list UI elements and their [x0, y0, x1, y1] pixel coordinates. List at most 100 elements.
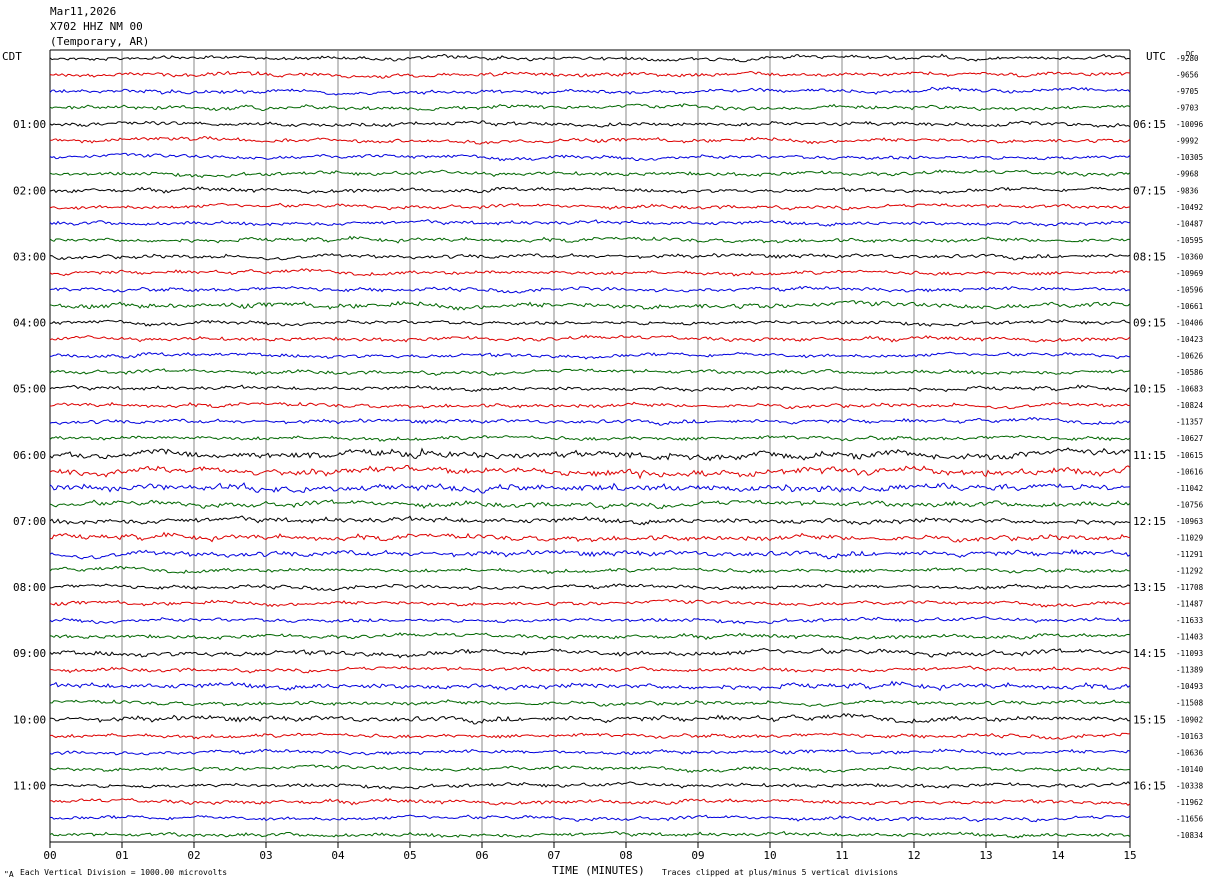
- seismic-trace: [49, 416, 1131, 426]
- right-hour-label: 12:15: [1133, 515, 1166, 528]
- dc-offset-label: -10626: [1176, 352, 1204, 361]
- seismic-trace: [49, 712, 1131, 725]
- minute-gridlines: [49, 49, 1131, 848]
- x-tick-label: 01: [115, 849, 128, 862]
- dc-offset-label: -10902: [1176, 715, 1203, 724]
- dc-offset-label: -11708: [1176, 583, 1204, 592]
- dc-offset-label: -10636: [1176, 748, 1204, 757]
- corner-mark: "A: [4, 870, 14, 879]
- seismic-trace: [49, 748, 1131, 756]
- dc-offset-label: -11029: [1176, 533, 1203, 542]
- x-tick-label: 00: [43, 849, 56, 862]
- seismic-traces: [49, 53, 1131, 839]
- seismic-trace: [49, 797, 1131, 806]
- dc-offset-label: -10596: [1176, 285, 1204, 294]
- dc-offset-label: -10487: [1176, 219, 1203, 228]
- dc-offset-label: -10423: [1176, 335, 1203, 344]
- seismic-trace: [49, 549, 1131, 560]
- seismic-trace: [49, 647, 1131, 659]
- x-tick-label: 03: [259, 849, 272, 862]
- seismic-trace: [49, 632, 1131, 641]
- dc-offset-label: -9656: [1176, 71, 1199, 80]
- left-hour-label: 05:00: [13, 383, 46, 396]
- dc-offset-label: -9280: [1176, 54, 1199, 63]
- right-hour-label: 10:15: [1133, 383, 1166, 396]
- left-hour-label: 09:00: [13, 647, 46, 660]
- dc-offset-label: -10834: [1176, 831, 1204, 840]
- seismic-trace: [50, 665, 1131, 674]
- seismic-trace: [49, 103, 1131, 112]
- seismic-trace: [49, 219, 1131, 227]
- seismic-trace: [49, 616, 1130, 625]
- x-tick-label: 07: [547, 849, 560, 862]
- station-label: X702 HHZ NM 00: [50, 20, 143, 33]
- x-tick-label: 09: [691, 849, 704, 862]
- seismic-trace: [49, 814, 1131, 823]
- dc-offset-label: -11508: [1176, 699, 1204, 708]
- dc-offset-label: -10493: [1176, 682, 1203, 691]
- seismic-trace: [49, 86, 1131, 96]
- seismic-trace: [49, 152, 1131, 162]
- x-tick-label: 06: [475, 849, 488, 862]
- chart-header: Mar11,2026 X702 HHZ NM 00 (Temporary, AR…: [50, 4, 149, 49]
- dc-offset-label: -10969: [1176, 269, 1203, 278]
- seismic-trace: [49, 482, 1131, 494]
- dc-offset-label: -10661: [1176, 302, 1203, 311]
- seismic-trace: [49, 764, 1131, 773]
- x-axis-title: TIME (MINUTES): [552, 864, 645, 877]
- x-tick-label: 04: [331, 849, 345, 862]
- x-tick-label: 08: [619, 849, 632, 862]
- left-hour-label: 08:00: [13, 581, 46, 594]
- seismic-trace: [49, 565, 1130, 575]
- left-hour-label: 11:00: [13, 779, 46, 792]
- seismic-trace: [49, 531, 1131, 543]
- dc-offset-label: -10338: [1176, 781, 1204, 790]
- right-hour-label: 14:15: [1133, 647, 1166, 660]
- dc-offset-label: -9703: [1176, 104, 1199, 113]
- seismic-trace: [49, 599, 1131, 608]
- seismic-trace: [49, 465, 1131, 480]
- right-hour-label: 15:15: [1133, 713, 1166, 726]
- left-hour-label: 06:00: [13, 449, 46, 462]
- x-tick-label: 02: [187, 849, 200, 862]
- axis-labels: 00 01 02 03 04 05 06 07 08 09 10 11 12 13 14 15 -9280 -96…: [13, 54, 1204, 862]
- dc-offset-label: -11487: [1176, 600, 1203, 609]
- right-hour-label: 09:15: [1133, 317, 1166, 330]
- dc-offset-label: -10305: [1176, 153, 1203, 162]
- dc-offset-label: -10616: [1176, 467, 1204, 476]
- dc-offset-label: -10360: [1176, 252, 1204, 261]
- right-hour-label: 06:15: [1133, 118, 1166, 131]
- dc-offset-label: -9836: [1176, 186, 1199, 195]
- seismic-trace: [49, 732, 1131, 740]
- dc-offset-label: -11042: [1176, 484, 1203, 493]
- seismic-trace: [49, 135, 1131, 145]
- right-hour-label: 16:15: [1133, 779, 1166, 792]
- seismic-trace: [49, 285, 1131, 294]
- dc-offset-label: -10163: [1176, 732, 1203, 741]
- seismic-trace: [49, 169, 1131, 179]
- x-tick-label: 13: [979, 849, 992, 862]
- dc-offset-label: -11633: [1176, 616, 1203, 625]
- x-tick-label: 05: [403, 849, 416, 862]
- location-label: (Temporary, AR): [50, 35, 150, 48]
- x-tick-label: 14: [1051, 849, 1065, 862]
- dc-offset-label: -9968: [1176, 170, 1199, 179]
- seismic-trace: [49, 334, 1131, 343]
- right-hour-label: 13:15: [1133, 581, 1166, 594]
- seismic-trace: [49, 351, 1131, 360]
- dc-offset-label: -11656: [1176, 814, 1204, 823]
- seismic-trace: [49, 202, 1131, 211]
- x-tick-label: 15: [1123, 849, 1136, 862]
- clip-note: Traces clipped at plus/minus 5 vertical …: [662, 868, 899, 877]
- seismic-trace: [49, 384, 1131, 393]
- right-timezone-label: UTC: [1146, 50, 1166, 63]
- seismic-trace: [49, 268, 1131, 277]
- dc-offset-label: -10615: [1176, 451, 1203, 460]
- dc-offset-label: -10096: [1176, 120, 1204, 129]
- dc-offset-label: -11962: [1176, 798, 1203, 807]
- left-hour-label: 02:00: [13, 184, 46, 197]
- dc-offset-label: -11292: [1176, 566, 1203, 575]
- dc-offset-label: -11093: [1176, 649, 1203, 658]
- dc-offset-label: -10963: [1176, 517, 1203, 526]
